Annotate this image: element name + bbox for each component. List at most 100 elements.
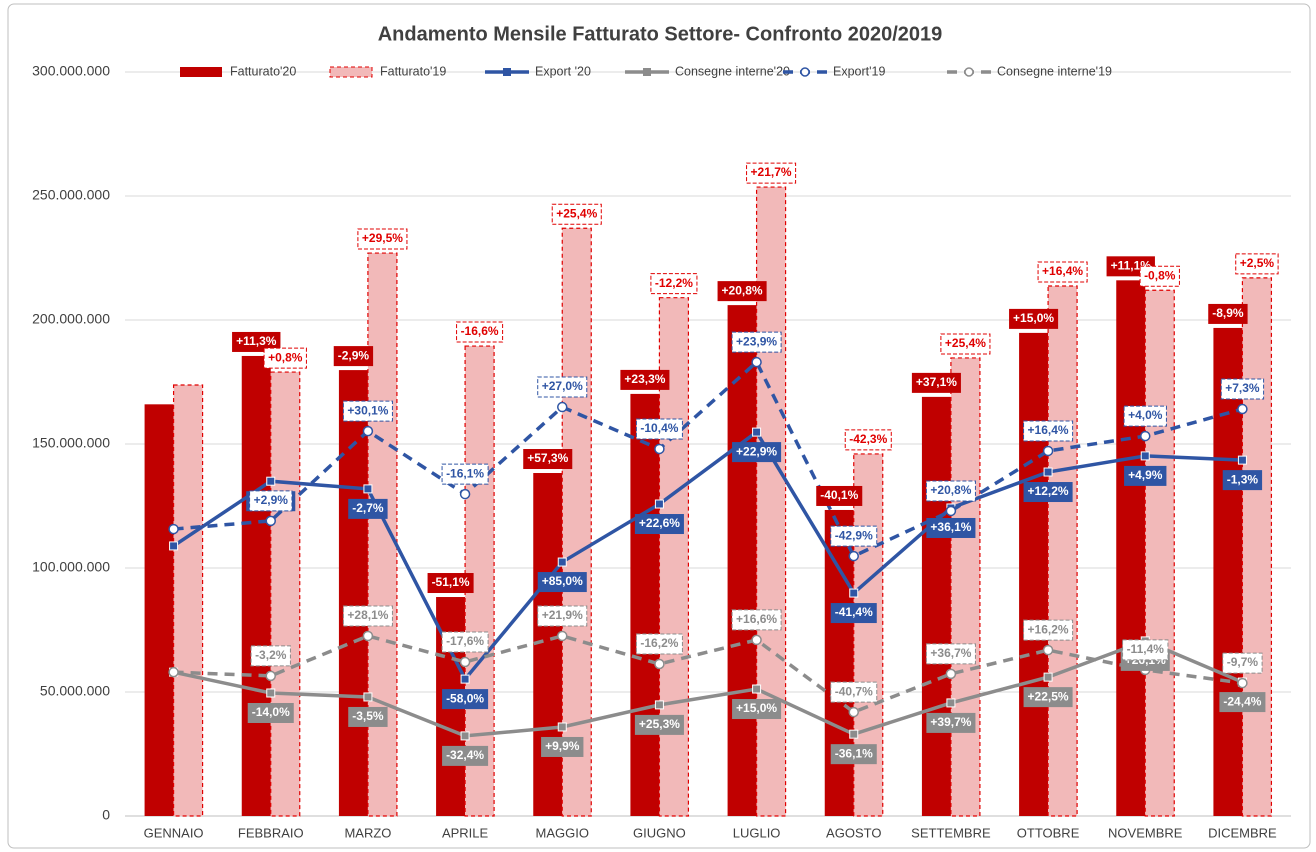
data-label-text: +15,0%	[1013, 311, 1054, 325]
x-tick-label: LUGLIO	[733, 825, 781, 840]
data-label-box	[635, 418, 683, 440]
marker	[945, 505, 957, 517]
legend-label: Export '20	[535, 64, 591, 78]
data-label: -41,4%	[830, 603, 877, 624]
data-label: +2,5%	[1235, 253, 1279, 275]
bar	[144, 404, 174, 816]
bar	[950, 357, 981, 817]
data-label: +0,8%	[263, 347, 307, 369]
data-label-text: +4,0%	[1128, 408, 1163, 422]
data-label-box	[1139, 265, 1180, 287]
data-label-box	[551, 203, 602, 225]
data-label: +15,0%	[732, 699, 782, 720]
line	[173, 639, 1244, 738]
data-label: +29,5%	[357, 228, 408, 250]
data-label-box	[634, 514, 684, 535]
bar	[1144, 289, 1175, 817]
data-label: +12,2%	[1023, 482, 1073, 503]
data-label-text: -8,9%	[1212, 306, 1244, 320]
data-label: +7,3%	[1220, 378, 1265, 400]
data-label-box	[717, 281, 767, 302]
marker	[1042, 644, 1054, 656]
data-label-text: -11,4%	[1127, 642, 1165, 656]
marker	[1043, 467, 1053, 477]
y-tick-label: 250.000.000	[32, 187, 110, 203]
legend-swatch	[180, 67, 222, 77]
data-label-text: -42,9%	[835, 528, 873, 542]
marker	[752, 427, 762, 437]
data-label-box	[1222, 652, 1263, 674]
data-label-text: +0,8%	[268, 350, 303, 364]
data-label-text: +16,2%	[1028, 622, 1069, 636]
marker	[557, 557, 567, 567]
data-label-box	[1123, 405, 1167, 427]
marker	[1237, 677, 1248, 689]
data-label: -3,5%	[348, 706, 388, 727]
data-label-box	[830, 603, 877, 624]
marker	[362, 630, 374, 642]
data-label: +4,0%	[1123, 405, 1167, 427]
data-label-text: +37,1%	[916, 375, 957, 389]
data-label-text: +28,1%	[347, 608, 388, 622]
data-label: -36,1%	[830, 744, 877, 765]
data-label-box	[442, 689, 489, 710]
data-label: +22,5%	[1023, 687, 1073, 708]
y-tick-label: 50.000.000	[40, 683, 110, 699]
data-label-box	[731, 609, 782, 631]
data-label-text: -16,1%	[446, 466, 484, 480]
data-label-box	[247, 702, 294, 723]
data-label-box	[1235, 253, 1279, 275]
data-label-box	[1122, 639, 1169, 661]
marker	[459, 488, 471, 500]
data-label-text: +27,0%	[542, 379, 583, 393]
data-label: -8,9%	[1208, 303, 1248, 324]
bar	[727, 305, 757, 816]
data-label-box	[746, 162, 797, 184]
bar	[172, 384, 204, 817]
data-label-text: +36,7%	[930, 646, 971, 660]
marker	[266, 476, 276, 486]
marker	[265, 670, 276, 682]
marker	[168, 523, 179, 535]
data-label-text: +22,5%	[1028, 689, 1069, 703]
data-label: -40,7%	[830, 681, 878, 703]
marker	[557, 722, 567, 732]
data-label-text: +22,6%	[639, 516, 680, 530]
x-tick-label: NOVEMBRE	[1108, 825, 1183, 840]
data-label-box	[1037, 261, 1088, 283]
data-label-box	[357, 228, 408, 250]
data-label-text: +39,7%	[930, 715, 971, 729]
legend-marker	[643, 68, 651, 76]
data-label: +39,7%	[926, 712, 976, 733]
marker	[266, 688, 276, 698]
data-label: +16,4%	[1023, 420, 1074, 442]
y-tick-label: 150.000.000	[32, 435, 110, 451]
data-label-text: +57,3%	[527, 451, 568, 465]
data-label-text: +16,4%	[1042, 264, 1083, 278]
data-label: -32,4%	[442, 745, 489, 766]
data-label-box	[911, 372, 961, 393]
line	[172, 429, 1243, 683]
data-label-text: -32,4%	[446, 748, 484, 762]
data-label-text: -3,5%	[352, 709, 384, 723]
marker	[751, 356, 762, 368]
data-label: -16,6%	[456, 321, 504, 343]
data-label: +21,9%	[537, 605, 588, 627]
data-label: -42,3%	[844, 429, 892, 451]
data-label-text: +21,9%	[542, 608, 583, 622]
data-label-box	[427, 573, 474, 594]
data-label-text: +20,8%	[930, 483, 971, 497]
marker	[849, 588, 859, 598]
x-tick-label: SETTEMBRE	[911, 825, 991, 840]
data-label-box	[732, 442, 782, 463]
bar	[241, 355, 271, 816]
data-label-box	[925, 643, 976, 665]
data-label-text: +25,4%	[945, 336, 986, 350]
data-label-text: -2,7%	[352, 501, 384, 515]
data-label-text: -40,7%	[835, 684, 873, 698]
marker	[1237, 403, 1248, 415]
data-label: +28,1%	[342, 605, 393, 627]
marker	[169, 541, 179, 551]
data-label-box	[348, 706, 388, 727]
data-label: +57,3%	[523, 449, 573, 470]
